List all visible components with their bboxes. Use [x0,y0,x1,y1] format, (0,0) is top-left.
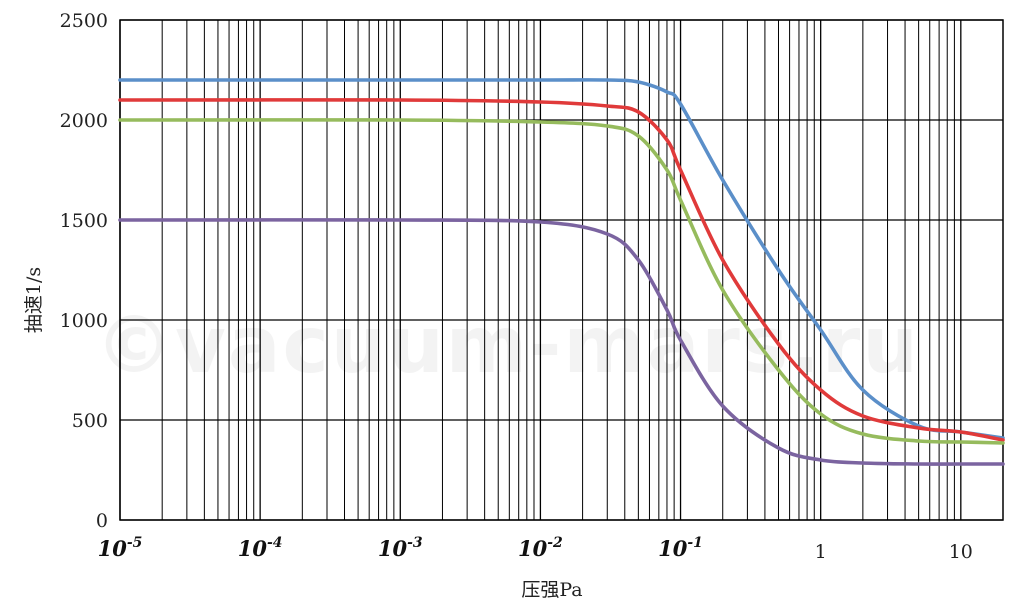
y-tick-labels: 0 500 1000 1500 2000 2500 [60,10,108,532]
series-line-4 [118,218,1005,466]
x-tick-label: 1 [815,541,827,563]
x-tick-label: 10-2 [518,535,563,561]
series-line-2 [118,98,1005,442]
x-tick-label: 10-1 [658,535,703,561]
series-layer [118,78,1005,466]
series-line-3 [118,118,1005,445]
x-tick-label: 10-4 [238,535,283,561]
x-axis-label: 压强Pa [521,579,582,601]
plot-frame [119,19,1004,521]
x-tick-label: 10-5 [98,535,143,561]
y-tick-label: 1500 [60,210,108,232]
x-tick-label: 10 [949,541,973,563]
grid-layer [119,19,1004,521]
y-axis-label: 抽速1/s [23,267,45,333]
y-tick-label: 1000 [60,310,108,332]
x-tick-labels: 10-5 10-4 10-3 10-2 10-1 1 10 [98,535,973,563]
y-tick-label: 2000 [60,110,108,132]
x-tick-label: 10-3 [378,535,423,561]
y-tick-label: 500 [72,410,108,432]
watermark: ©vacuum-mars.ru [95,301,920,391]
y-tick-label: 0 [96,510,108,532]
series-line-1 [118,78,1005,440]
y-tick-label: 2500 [60,10,108,32]
